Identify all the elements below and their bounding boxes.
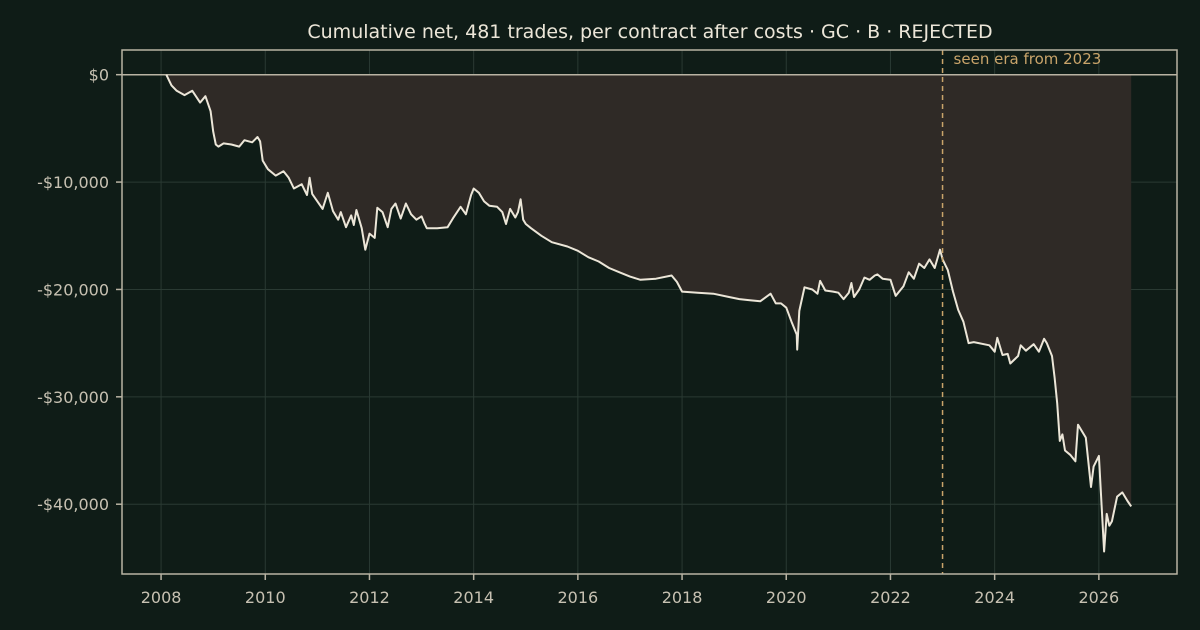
x-tick-label: 2016 (558, 588, 599, 607)
y-axis: $0 -$10,000 -$20,000 -$30,000 -$40,000 (37, 66, 122, 514)
y-tick-label: -$10,000 (37, 173, 109, 192)
x-tick-label: 2014 (453, 588, 494, 607)
cumulative-net-line (165, 74, 1133, 553)
x-axis: 2008 2010 2012 2014 2016 2018 2020 2022 2024 2026 (141, 574, 1119, 607)
x-tick-label: 2022 (870, 588, 911, 607)
x-tick-label: 2018 (662, 588, 703, 607)
y-tick-label: -$40,000 (37, 495, 109, 514)
x-tick-label: 2010 (245, 588, 286, 607)
y-tick-label: $0 (89, 66, 109, 85)
x-tick-label: 2020 (766, 588, 807, 607)
chart-title: Cumulative net, 481 trades, per contract… (307, 21, 992, 43)
x-tick-label: 2026 (1078, 588, 1119, 607)
x-tick-label: 2012 (349, 588, 390, 607)
y-tick-label: -$20,000 (37, 280, 109, 299)
y-tick-label: -$30,000 (37, 388, 109, 407)
plot-frame (121, 49, 1178, 575)
x-tick-label: 2024 (974, 588, 1015, 607)
x-tick-label: 2008 (141, 588, 182, 607)
drawdown-area-fill (166, 74, 1132, 552)
seen-era-label: seen era from 2023 (954, 50, 1102, 68)
